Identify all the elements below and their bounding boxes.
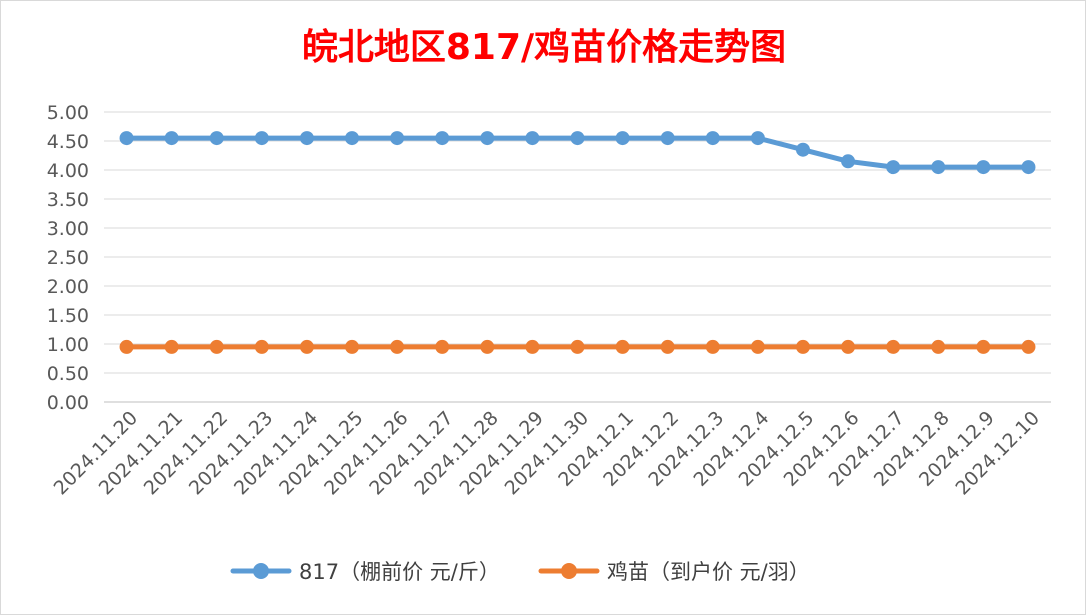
y-tick-label: 4.50: [47, 131, 89, 153]
data-point: [705, 339, 720, 354]
data-point: [480, 339, 495, 354]
legend-label: 鸡苗（到户价 元/羽）: [607, 560, 810, 584]
data-point: [209, 339, 224, 354]
data-point: [525, 131, 540, 146]
data-point: [254, 131, 269, 146]
y-tick-label: 0.00: [47, 392, 89, 414]
y-axis: 0.00 0.50 1.00 1.50 2.00 2.50 3.00 3.50 4.00 4.50…: [47, 102, 89, 414]
data-point: [525, 339, 540, 354]
data-point: [164, 131, 179, 146]
gridlines: [104, 111, 1051, 403]
legend-item: 鸡苗（到户价 元/羽）: [538, 560, 810, 584]
data-point: [795, 339, 810, 354]
y-tick-label: 5.00: [47, 102, 89, 124]
y-tick-label: 2.50: [47, 247, 89, 269]
data-point: [570, 339, 585, 354]
data-point: [886, 339, 901, 354]
data-point: [660, 131, 675, 146]
data-point: [705, 131, 720, 146]
data-point: [1021, 160, 1036, 175]
y-tick-label: 3.00: [47, 218, 89, 240]
data-point: [615, 131, 630, 146]
data-point: [254, 339, 269, 354]
data-point: [660, 339, 675, 354]
y-tick-label: 4.00: [47, 160, 89, 182]
data-point: [299, 339, 314, 354]
data-point: [435, 339, 450, 354]
data-point: [119, 339, 134, 354]
data-point: [841, 339, 856, 354]
data-point: [299, 131, 314, 146]
data-point: [795, 142, 810, 157]
series-group: [119, 131, 1036, 354]
data-point: [435, 131, 450, 146]
series-1: [119, 131, 1036, 175]
data-point: [750, 131, 765, 146]
legend-label: 817（棚前价 元/斤）: [299, 560, 500, 584]
legend-swatch-marker: [253, 563, 269, 579]
legend: 817（棚前价 元/斤） 鸡苗（到户价 元/羽）: [230, 560, 810, 584]
data-point: [570, 131, 585, 146]
data-point: [976, 339, 991, 354]
data-point: [390, 339, 405, 354]
data-point: [345, 131, 360, 146]
data-point: [345, 339, 360, 354]
y-tick-label: 1.00: [47, 334, 89, 356]
x-axis: 2024.11.202024.11.212024.11.222024.11.23…: [50, 407, 1044, 499]
y-tick-label: 2.00: [47, 276, 89, 298]
data-point: [209, 131, 224, 146]
data-point: [119, 131, 134, 146]
legend-item: 817（棚前价 元/斤）: [230, 560, 500, 584]
data-point: [615, 339, 630, 354]
data-point: [931, 339, 946, 354]
data-point: [750, 339, 765, 354]
data-point: [1021, 339, 1036, 354]
y-tick-label: 1.50: [47, 305, 89, 327]
y-tick-label: 3.50: [47, 189, 89, 211]
data-point: [841, 154, 856, 169]
y-tick-label: 0.50: [47, 363, 89, 385]
data-point: [390, 131, 405, 146]
data-point: [480, 131, 495, 146]
series-2: [119, 339, 1036, 354]
data-point: [931, 160, 946, 175]
data-point: [164, 339, 179, 354]
chart-title: 皖北地区817/鸡苗价格走势图: [302, 27, 786, 68]
legend-swatch-marker: [561, 563, 577, 579]
data-point: [976, 160, 991, 175]
data-point: [886, 160, 901, 175]
